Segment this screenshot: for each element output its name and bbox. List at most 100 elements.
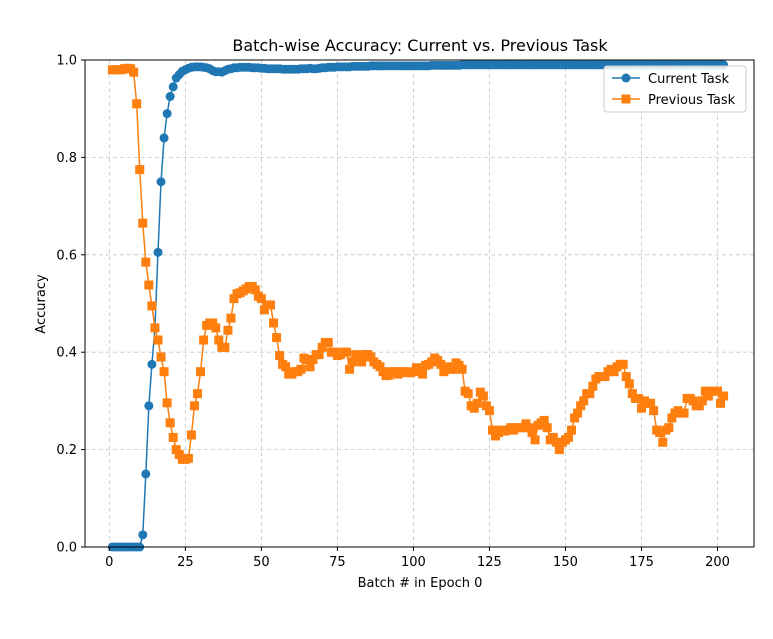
data-point-previous-task: [624, 379, 634, 389]
data-point-previous-task: [664, 423, 674, 433]
data-point-previous-task: [226, 313, 236, 323]
data-point-previous-task: [554, 445, 564, 455]
legend-label-previous-task: Previous Task: [648, 93, 736, 108]
data-point-previous-task: [524, 423, 534, 433]
data-point-previous-task: [551, 437, 561, 447]
data-point-previous-task: [618, 359, 628, 369]
data-point-previous-task: [588, 381, 598, 391]
y-tick-label: 0.6: [56, 248, 77, 263]
data-point-previous-task: [636, 403, 646, 413]
data-point-previous-task: [132, 99, 142, 109]
series-layer: [107, 60, 729, 552]
data-point-previous-task: [147, 301, 157, 311]
data-point-previous-task: [719, 391, 729, 401]
data-point-previous-task: [199, 335, 209, 345]
data-point-previous-task: [138, 218, 148, 228]
x-tick-label: 0: [105, 555, 113, 570]
x-tick-label: 175: [629, 555, 654, 570]
data-point-previous-task: [259, 305, 269, 315]
data-point-previous-task: [542, 423, 552, 433]
data-point-previous-task: [530, 435, 540, 445]
y-tick-label: 0.2: [56, 443, 77, 458]
data-point-previous-task: [366, 352, 376, 362]
data-point-previous-task: [265, 300, 275, 310]
legend-label-current-task: Current Task: [648, 72, 729, 87]
data-point-previous-task: [679, 408, 689, 418]
data-point-previous-task: [141, 257, 151, 267]
legend-marker-current-task: [621, 73, 631, 83]
data-point-previous-task: [150, 323, 160, 333]
data-point-previous-task: [220, 342, 230, 352]
data-point-previous-task: [305, 362, 315, 372]
data-point-previous-task: [323, 337, 333, 347]
data-point-previous-task: [716, 398, 726, 408]
data-point-previous-task: [649, 406, 659, 416]
data-point-previous-task: [317, 342, 327, 352]
data-point-current-task: [138, 530, 148, 540]
data-point-previous-task: [655, 428, 665, 438]
data-point-previous-task: [439, 367, 449, 377]
x-tick-label: 100: [401, 555, 426, 570]
data-point-previous-task: [275, 351, 285, 361]
data-point-previous-task: [463, 389, 473, 399]
data-point-previous-task: [548, 432, 558, 442]
data-point-previous-task: [481, 401, 491, 411]
data-point-current-task: [147, 359, 157, 369]
data-point-current-task: [144, 401, 154, 411]
data-point-previous-task: [573, 408, 583, 418]
data-point-previous-task: [153, 335, 163, 345]
data-point-previous-task: [484, 406, 494, 416]
data-point-previous-task: [478, 391, 488, 401]
data-point-previous-task: [576, 401, 586, 411]
data-point-previous-task: [609, 367, 619, 377]
data-point-current-task: [156, 177, 166, 187]
x-tick-label: 75: [329, 555, 346, 570]
x-tick-label: 200: [705, 555, 730, 570]
data-point-current-task: [165, 92, 175, 102]
data-point-previous-task: [472, 398, 482, 408]
axis-ticks: 0 25 50 75 100 125 150 175 200 0.0 0.2 0.4 0.6 0.8 1.0: [56, 54, 730, 571]
x-axis-label: Batch # in Epoch 0: [358, 576, 483, 591]
data-point-previous-task: [314, 350, 324, 360]
data-point-previous-task: [211, 323, 221, 333]
series-previous-task: [107, 63, 729, 464]
legend: Current Task Previous Task: [603, 65, 747, 113]
data-point-previous-task: [168, 432, 178, 442]
data-point-previous-task: [567, 425, 577, 435]
data-point-previous-task: [697, 396, 707, 406]
data-point-previous-task: [621, 372, 631, 382]
data-point-previous-task: [135, 165, 145, 175]
x-tick-label: 125: [477, 555, 502, 570]
data-point-previous-task: [354, 352, 364, 362]
data-point-previous-task: [694, 401, 704, 411]
data-point-previous-task: [700, 386, 710, 396]
data-point-previous-task: [229, 294, 239, 304]
data-point-previous-task: [156, 352, 166, 362]
data-point-previous-task: [196, 367, 206, 377]
data-point-previous-task: [703, 391, 713, 401]
data-point-previous-task: [183, 453, 193, 463]
data-point-previous-task: [713, 386, 723, 396]
data-point-previous-task: [418, 369, 428, 379]
data-point-previous-task: [600, 372, 610, 382]
data-point-previous-task: [646, 398, 656, 408]
data-point-previous-task: [272, 333, 282, 343]
plot-frame: [84, 59, 755, 548]
data-point-previous-task: [165, 418, 175, 428]
data-point-previous-task: [527, 428, 537, 438]
data-point-previous-task: [223, 325, 233, 335]
data-point-previous-task: [214, 335, 224, 345]
legend-marker-previous-task: [621, 94, 631, 104]
data-point-current-task: [162, 109, 172, 119]
data-point-previous-task: [159, 367, 169, 377]
data-point-previous-task: [171, 445, 181, 455]
data-point-current-task: [168, 82, 178, 92]
data-point-previous-task: [448, 364, 458, 374]
data-point-previous-task: [144, 280, 154, 290]
data-point-previous-task: [208, 318, 218, 328]
y-tick-label: 0.8: [56, 151, 77, 166]
y-axis-label: Accuracy: [34, 274, 49, 334]
data-point-previous-task: [579, 396, 589, 406]
data-point-previous-task: [633, 393, 643, 403]
